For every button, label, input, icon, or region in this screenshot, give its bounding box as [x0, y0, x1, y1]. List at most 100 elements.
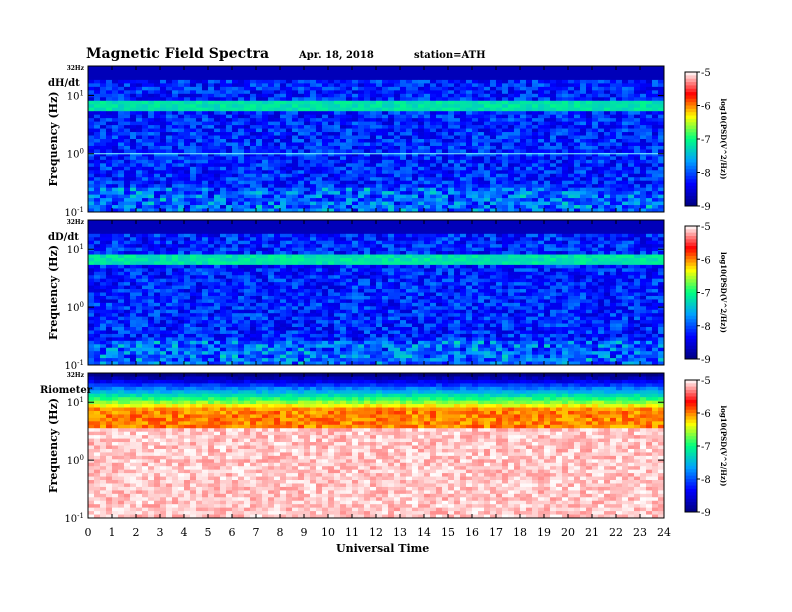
spectrogram-cell	[184, 191, 191, 196]
spectrogram-cell	[220, 128, 227, 133]
spectrogram-cell	[178, 177, 185, 182]
spectrogram-cell	[592, 121, 599, 126]
spectrogram-cell	[328, 125, 335, 129]
spectrogram-cell	[394, 187, 401, 192]
spectrogram-cell	[172, 251, 179, 255]
spectrogram-cell	[586, 184, 593, 189]
spectrogram-cell	[550, 111, 557, 116]
spectrogram-cell	[130, 139, 137, 143]
spectrogram-cell	[130, 220, 137, 224]
spectrogram-cell	[196, 230, 203, 235]
spectrogram-cell	[484, 66, 491, 70]
spectrogram-cell	[346, 198, 353, 202]
spectrogram-cell	[484, 177, 491, 182]
spectrogram-cell	[502, 83, 509, 88]
spectrogram-cell	[550, 230, 557, 235]
spectrogram-cell	[256, 152, 263, 157]
spectrogram-cell	[166, 132, 173, 136]
spectrogram-cell	[640, 114, 647, 119]
spectrogram-cell	[622, 208, 629, 213]
spectrogram-cell	[148, 251, 155, 255]
spectrogram-cell	[226, 145, 233, 150]
spectrogram-cell	[160, 191, 167, 196]
spectrogram-cell	[388, 90, 395, 95]
spectrogram-cell	[508, 173, 515, 178]
spectrogram-cell	[568, 104, 575, 109]
spectrogram-cell	[430, 76, 437, 81]
spectrogram-cell	[304, 149, 311, 154]
spectrogram-cell	[208, 135, 215, 140]
spectrogram-cell	[466, 86, 473, 91]
spectrogram-cell	[400, 251, 407, 255]
spectrogram-cell	[364, 237, 371, 242]
spectrogram-cell	[316, 226, 323, 231]
spectrogram-cell	[520, 173, 527, 178]
spectrogram-cell	[472, 208, 479, 213]
spectrogram-cell	[418, 100, 425, 105]
spectrogram-cell	[640, 170, 647, 175]
spectrogram-cell	[250, 208, 257, 213]
spectrogram-cell	[220, 156, 227, 161]
spectrogram-cell	[550, 247, 557, 252]
spectrogram-cell	[166, 201, 173, 206]
spectrogram-cell	[604, 166, 611, 171]
spectrogram-cell	[100, 145, 107, 150]
spectrogram-cell	[508, 66, 515, 70]
spectrogram-cell	[604, 173, 611, 178]
spectrogram-cell	[604, 180, 611, 185]
spectrogram-cell	[298, 83, 305, 88]
spectrogram-cell	[448, 66, 455, 70]
spectrogram-cell	[448, 152, 455, 157]
spectrogram-cell	[574, 170, 581, 175]
spectrogram-cell	[310, 139, 317, 143]
spectrogram-cell	[340, 198, 347, 202]
spectrogram-cell	[358, 76, 365, 81]
spectrogram-cell	[190, 76, 197, 81]
spectrogram-cell	[244, 145, 251, 150]
spectrogram-cell	[580, 142, 587, 147]
spectrogram-cell	[394, 198, 401, 202]
spectrogram-cell	[340, 244, 347, 249]
spectrogram-cell	[136, 72, 143, 77]
spectrogram-cell	[658, 191, 665, 196]
spectrogram-cell	[304, 90, 311, 95]
spectrogram-cell	[538, 166, 545, 171]
spectrogram-cell	[322, 83, 329, 88]
spectrogram-cell	[370, 156, 377, 161]
spectrogram-cell	[382, 184, 389, 189]
spectrogram-cell	[418, 244, 425, 249]
spectrogram-cell	[94, 100, 101, 105]
spectrogram-cell	[424, 66, 431, 70]
spectrogram-cell	[250, 152, 257, 157]
spectrogram-cell	[346, 170, 353, 175]
spectrogram-cell	[292, 156, 299, 161]
spectrogram-cell	[148, 177, 155, 182]
spectrogram-cell	[388, 125, 395, 129]
spectrogram-cell	[454, 66, 461, 70]
spectrogram-cell	[406, 251, 413, 255]
spectrogram-cell	[478, 90, 485, 95]
spectrogram-cell	[154, 86, 161, 91]
spectrogram-cell	[136, 226, 143, 231]
spectrogram-cell	[196, 223, 203, 228]
spectrogram-cell	[340, 240, 347, 245]
spectrogram-cell	[298, 240, 305, 245]
spectrogram-cell	[592, 226, 599, 231]
spectrogram-cell	[502, 226, 509, 231]
spectrogram-cell	[424, 104, 431, 109]
spectrogram-cell	[346, 118, 353, 123]
spectrogram-cell	[310, 247, 317, 252]
spectrogram-cell	[526, 220, 533, 224]
spectrogram-cell	[382, 187, 389, 192]
spectrogram-cell	[100, 104, 107, 109]
spectrogram-cell	[358, 97, 365, 102]
spectrogram-cell	[616, 86, 623, 91]
spectrogram-cell	[346, 79, 353, 84]
spectrogram-cell	[220, 149, 227, 154]
spectrogram-cell	[490, 142, 497, 147]
spectrogram-cell	[100, 205, 107, 209]
spectrogram-cell	[298, 104, 305, 109]
spectrogram-cell	[382, 142, 389, 147]
spectrogram-cell	[502, 152, 509, 157]
spectrogram-cell	[394, 152, 401, 157]
